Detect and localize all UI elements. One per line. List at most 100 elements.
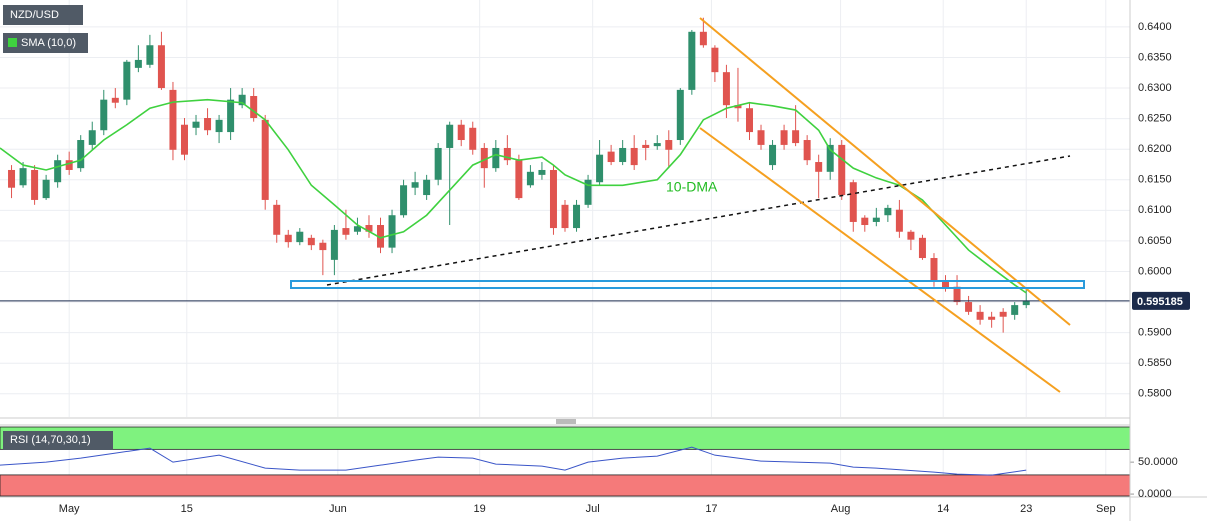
candle-body	[411, 182, 419, 188]
candle-body	[111, 97, 119, 103]
candle-body	[77, 140, 85, 169]
candle-body	[227, 99, 235, 133]
rsi-badge	[3, 431, 113, 450]
candle-body	[976, 311, 984, 320]
candle-body	[8, 169, 16, 188]
candle-body	[711, 47, 719, 73]
y-tick-label: 0.6250	[1138, 113, 1172, 125]
last-price-label: 0.595185	[1137, 296, 1183, 308]
candle-body	[423, 179, 431, 196]
candle-body	[596, 154, 604, 183]
candle-body	[584, 179, 592, 205]
candle-body	[619, 147, 627, 163]
candle-body	[665, 140, 673, 150]
candle-body	[999, 311, 1007, 317]
candle-body	[849, 182, 857, 222]
x-tick-label: 23	[1020, 503, 1032, 515]
y-tick-label: 0.6350	[1138, 51, 1172, 63]
candle-body	[803, 140, 811, 161]
chart-title: NZD/USD	[10, 9, 59, 21]
candle-body	[192, 121, 200, 128]
candle-body	[769, 144, 777, 166]
marks	[0, 17, 1131, 497]
candle-body	[54, 160, 62, 183]
candle-body	[1022, 300, 1030, 306]
candle-body	[826, 144, 834, 172]
candle-body	[757, 130, 765, 145]
candle-body	[988, 316, 996, 320]
candle-body	[538, 169, 546, 175]
candle-body	[204, 118, 212, 131]
candle-body	[515, 160, 523, 199]
channel-lower	[699, 127, 1061, 393]
resize-handle[interactable]	[556, 419, 576, 424]
candle-body	[330, 229, 338, 260]
y-tick-label: 50.0000	[1138, 456, 1178, 468]
candle-body	[907, 231, 915, 240]
candle-body	[365, 225, 373, 232]
y-tick-label: 0.6200	[1138, 143, 1172, 155]
candle-body	[607, 151, 615, 163]
oversold-band	[0, 474, 1131, 497]
y-tick-label: 0.6400	[1138, 21, 1172, 33]
annotation: 10-DMA	[666, 179, 718, 195]
candle-body	[65, 160, 73, 170]
overbought-band	[0, 426, 1131, 450]
candle-body	[942, 281, 950, 288]
candle-body	[307, 237, 315, 246]
candle-body	[722, 72, 730, 106]
candle-body	[676, 89, 684, 141]
x-tick-label: 19	[474, 503, 486, 515]
candle-body	[780, 130, 788, 145]
y-tick-label: 0.6300	[1138, 82, 1172, 94]
x-tick-label: Jul	[586, 503, 600, 515]
candle-body	[815, 162, 823, 172]
symbol-badge	[3, 5, 83, 25]
x-tick-label: May	[59, 503, 80, 515]
candle-body	[965, 302, 973, 312]
candle-body	[100, 99, 108, 131]
candle-body	[284, 234, 292, 243]
candle-body	[19, 168, 27, 186]
candle-body	[319, 242, 327, 251]
y-tick-label: 0.6100	[1138, 204, 1172, 216]
rsi-line	[0, 446, 1027, 476]
candle-body	[918, 237, 926, 259]
candle-body	[261, 119, 269, 200]
candle-body	[123, 61, 131, 100]
legend-swatch	[8, 38, 17, 47]
candle-body	[134, 59, 142, 68]
candle-body	[573, 204, 581, 229]
candle-body	[884, 207, 892, 216]
candle-body	[792, 130, 800, 144]
candle-body	[88, 130, 96, 145]
candle-body	[388, 215, 396, 248]
candle-body	[215, 119, 223, 133]
x-tick-label: Jun	[329, 503, 347, 515]
candle-body	[872, 217, 880, 222]
candle-body	[561, 204, 569, 229]
x-tick-label: 17	[705, 503, 717, 515]
candle-body	[446, 124, 454, 148]
last-price-box	[1132, 291, 1190, 310]
x-tick-label: 15	[181, 503, 193, 515]
y-tick-label: 0.5900	[1138, 327, 1172, 339]
candle-body	[895, 209, 903, 232]
candle-body	[630, 147, 638, 166]
candle-body	[250, 95, 258, 119]
y-tick-label: 0.6000	[1138, 265, 1172, 277]
candle-body	[469, 127, 477, 150]
candle-body	[400, 185, 408, 216]
candle-body	[745, 108, 753, 133]
candle-body	[146, 45, 154, 65]
rsi-title: RSI (14,70,30,1)	[10, 434, 91, 446]
y-tick-label: 0.6050	[1138, 235, 1172, 247]
candle-body	[861, 217, 869, 226]
candle-body	[838, 144, 846, 196]
x-tick-label: Aug	[831, 503, 851, 515]
candle-body	[492, 147, 500, 169]
candle-body	[734, 105, 742, 109]
candle-body	[503, 147, 511, 161]
sma-badge	[3, 33, 88, 53]
candle-body	[642, 144, 650, 148]
